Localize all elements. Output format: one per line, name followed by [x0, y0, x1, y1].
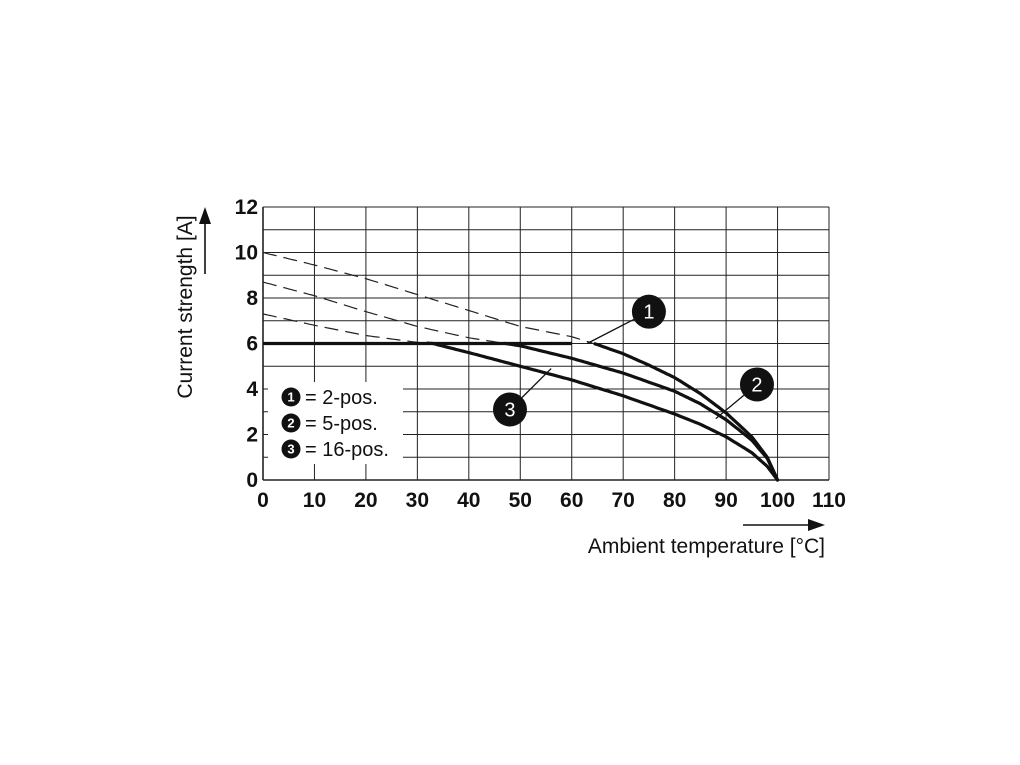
callout-number: 3	[504, 399, 515, 421]
y-tick-label: 2	[246, 424, 258, 447]
callout-number: 2	[751, 374, 762, 396]
callouts: 1 2 3	[492, 294, 774, 427]
callout-leader	[586, 318, 635, 345]
x-tick-label: 20	[354, 489, 377, 512]
x-axis-title: Ambient temperature [°C]	[588, 535, 825, 558]
legend-entry-text: = 2-pos.	[305, 387, 378, 409]
series-line-solid	[503, 341, 780, 482]
y-tick-label: 0	[246, 469, 258, 492]
callout-marker	[631, 294, 666, 329]
callout-number: 1	[643, 302, 654, 324]
grid	[262, 206, 830, 481]
x-tick-label: 10	[303, 489, 326, 512]
x-tick-label: 80	[663, 489, 686, 512]
callout-leader	[521, 368, 552, 398]
series-lines	[262, 251, 780, 482]
legend-marker	[281, 439, 301, 459]
x-tick-label: 40	[457, 489, 480, 512]
legend-marker	[281, 413, 301, 433]
y-axis-title: Current strength [A]	[174, 215, 197, 398]
legend-marker-number: 2	[287, 416, 294, 431]
legend-entry-text: = 5-pos.	[305, 413, 378, 435]
x-tick-label: 100	[760, 489, 795, 512]
y-axis-arrow	[199, 207, 211, 274]
series-line-solid	[426, 341, 780, 482]
x-tick-label: 110	[812, 489, 846, 512]
callout-marker	[739, 367, 774, 402]
x-tick-label: 30	[406, 489, 429, 512]
callout-leader	[715, 394, 745, 420]
x-tick-label: 0	[257, 489, 269, 512]
x-axis-arrow	[743, 519, 825, 531]
y-tick-label: 10	[235, 242, 258, 265]
legend-marker-number: 3	[287, 442, 294, 457]
legend: 1 = 2-pos. 2 = 5-pos. 3 = 16-pos.	[268, 382, 403, 464]
series-line-dashed	[262, 251, 593, 344]
y-tick-label: 4	[246, 378, 258, 401]
x-tick-label: 90	[714, 489, 737, 512]
legend-marker	[281, 387, 301, 407]
x-tick-label: 50	[509, 489, 532, 512]
y-tick-label: 6	[246, 333, 258, 356]
callout-marker	[492, 392, 527, 427]
series-line-solid	[593, 342, 780, 482]
x-tick-label: 70	[612, 489, 635, 512]
y-tick-label: 8	[246, 287, 258, 310]
legend-marker-number: 1	[287, 390, 294, 405]
series-line-dashed	[262, 313, 433, 345]
y-tick-label: 12	[235, 196, 258, 219]
x-tick-label: 60	[560, 489, 583, 512]
legend-entry-text: = 16-pos.	[305, 439, 389, 461]
